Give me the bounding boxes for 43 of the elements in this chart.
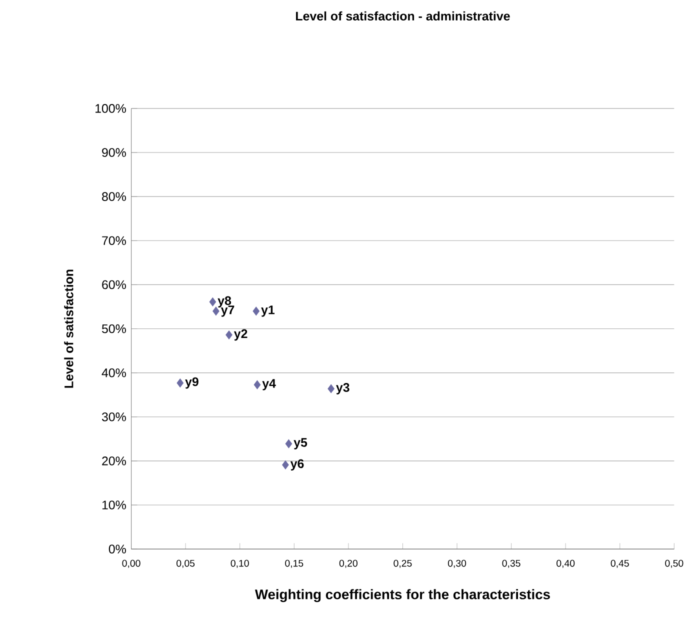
annotation: y8 xyxy=(218,296,232,308)
annotation: y6 xyxy=(290,459,304,470)
point xyxy=(209,297,216,306)
point xyxy=(285,439,292,448)
x-tick-label: 0,25 xyxy=(394,560,412,568)
point xyxy=(212,306,220,316)
annotation: y2 xyxy=(234,329,248,340)
x-tick-label: 0,40 xyxy=(556,560,575,568)
x-tick-label: 0,00 xyxy=(122,560,140,568)
point xyxy=(282,460,289,470)
annotation: y7 xyxy=(220,305,234,317)
annotation: y3 xyxy=(336,382,350,394)
x-tick-label: 0,10 xyxy=(230,560,249,568)
point xyxy=(252,306,260,316)
y-tick-label: 90% xyxy=(102,148,126,157)
x-tick-label: 0,45 xyxy=(610,560,629,568)
y-tick-label: 100% xyxy=(96,104,126,113)
point xyxy=(328,384,334,394)
annotation: y1 xyxy=(261,305,275,317)
y-tick-label: 0% xyxy=(108,544,126,554)
point xyxy=(226,330,232,340)
x-tick-label: 0,20 xyxy=(339,560,358,568)
y-tick-label: 40% xyxy=(102,368,126,378)
y-tick-label: 30% xyxy=(102,412,126,422)
y-tick-label: 70% xyxy=(102,236,126,245)
y-axis-title: Level of satisfaction xyxy=(64,270,74,388)
point xyxy=(254,380,261,390)
y-tick-label: 50% xyxy=(102,324,126,334)
y-tick-label: 10% xyxy=(102,500,126,510)
annotation: y4 xyxy=(262,379,276,390)
x-tick-label: 0,05 xyxy=(176,560,195,568)
x-tick-label: 0,15 xyxy=(285,560,304,568)
x-tick-label: 0,50 xyxy=(665,560,684,568)
annotation: y9 xyxy=(185,377,198,389)
point xyxy=(176,378,184,388)
y-tick-label: 80% xyxy=(102,192,126,201)
y-tick-label: 20% xyxy=(102,456,126,466)
chart-title: Level of satisfaction - administrative xyxy=(296,11,510,20)
annotation: y5 xyxy=(294,438,308,450)
x-tick-label: 0,30 xyxy=(448,560,466,568)
x-tick-label: 0,35 xyxy=(502,560,520,568)
y-tick-label: 60% xyxy=(102,280,126,290)
x-axis-title: Weighting coefficients for the characteristics xyxy=(254,589,550,602)
